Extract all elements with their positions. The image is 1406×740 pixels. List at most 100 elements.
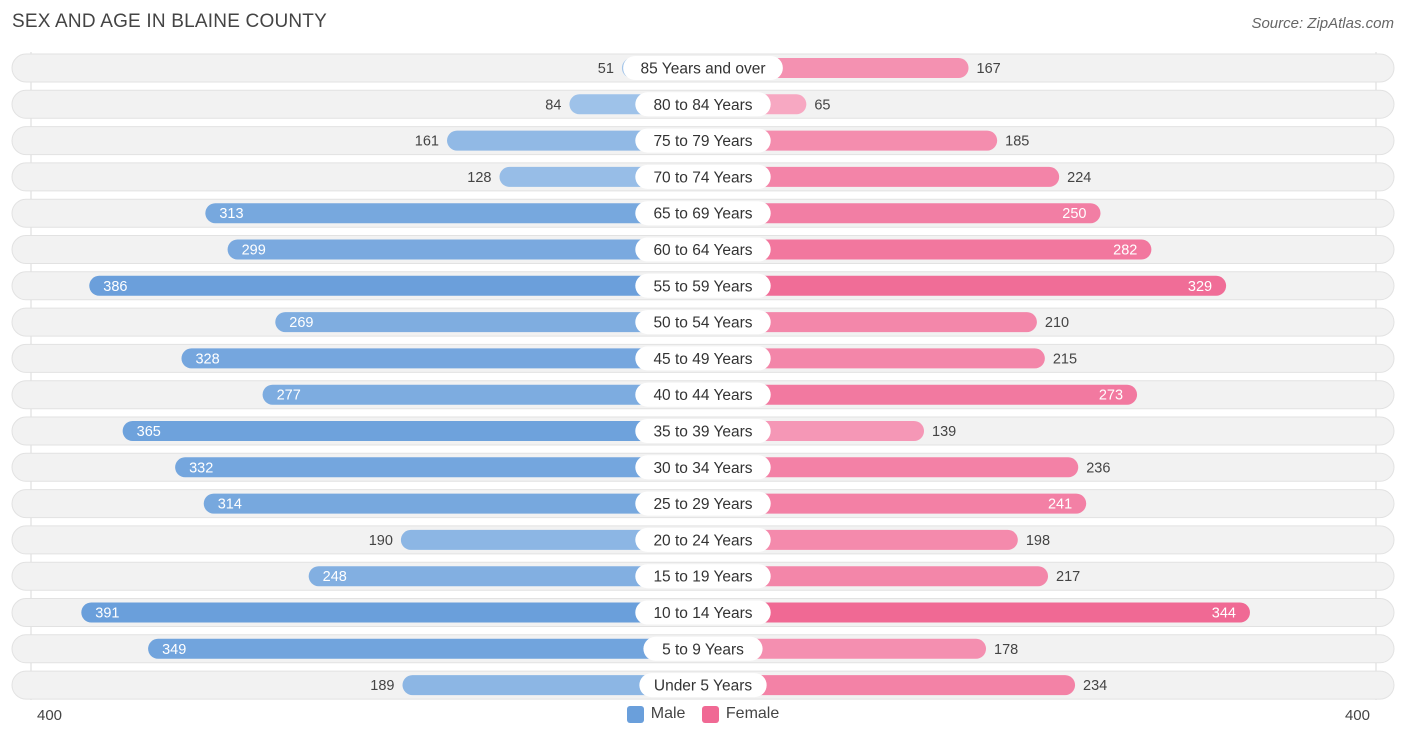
category-pill xyxy=(635,237,771,262)
population-pyramid-chart: 51 167 85 Years and over 84 65 80 to 84 Years… xyxy=(11,52,1395,700)
bar-female xyxy=(703,457,1079,478)
value-label-male: 314 xyxy=(218,497,242,513)
category-label: 20 to 24 Years xyxy=(653,532,752,549)
category-label: 5 to 9 Years xyxy=(662,641,744,658)
category-label: 80 to 84 Years xyxy=(653,97,752,114)
bar-male xyxy=(89,275,703,296)
value-label-male: 248 xyxy=(323,569,347,585)
value-label-male: 328 xyxy=(195,351,219,367)
axis-right-label: 400 xyxy=(1344,707,1370,724)
male-swatch-icon xyxy=(626,705,644,723)
value-label-female: 329 xyxy=(1188,279,1212,295)
bar-female xyxy=(703,348,1045,369)
category-pill xyxy=(635,419,771,443)
value-label-female: 185 xyxy=(1005,134,1029,150)
category-label: 25 to 29 Years xyxy=(653,496,752,513)
bar-male xyxy=(402,675,703,696)
category-label: 50 to 54 Years xyxy=(653,315,752,332)
bar-male xyxy=(181,348,704,369)
value-label-male: 332 xyxy=(189,460,213,476)
value-label-male: 365 xyxy=(137,424,161,440)
bar-male xyxy=(308,566,703,587)
category-pill xyxy=(635,564,771,589)
category-pill xyxy=(635,273,771,298)
category-pill xyxy=(635,491,771,516)
category-pill xyxy=(635,128,771,153)
value-label-male: 277 xyxy=(277,388,301,404)
bar-female xyxy=(703,239,1152,260)
category-pill xyxy=(635,92,771,117)
value-label-male: 269 xyxy=(289,315,313,331)
category-pill xyxy=(635,346,771,371)
category-pill xyxy=(635,164,771,189)
value-label-male: 349 xyxy=(162,642,186,658)
bar-female xyxy=(703,638,987,659)
category-pill xyxy=(639,673,767,698)
category-label: 75 to 79 Years xyxy=(653,133,752,150)
bar-female xyxy=(703,130,998,151)
bar-female xyxy=(703,312,1037,333)
source-label: Source: ZipAtlas.com xyxy=(1251,15,1394,32)
axis-left-label: 400 xyxy=(37,707,63,724)
legend-item-female[interactable]: Female xyxy=(701,705,780,723)
bar-male xyxy=(175,457,703,478)
category-label: Under 5 Years xyxy=(654,678,752,695)
value-label-female: 282 xyxy=(1113,243,1137,259)
value-label-male: 386 xyxy=(103,279,127,295)
value-label-male: 51 xyxy=(598,61,614,77)
category-label: 40 to 44 Years xyxy=(653,387,752,404)
value-label-female: 139 xyxy=(932,424,956,440)
legend-item-male[interactable]: Male xyxy=(626,705,686,723)
value-label-female: 210 xyxy=(1045,315,1069,331)
bar-male xyxy=(205,203,703,224)
value-label-female: 344 xyxy=(1212,606,1236,622)
category-pill xyxy=(635,600,771,625)
bar-female xyxy=(703,566,1049,587)
bar-male xyxy=(122,421,703,441)
bar-male xyxy=(400,529,703,550)
bar-male xyxy=(275,312,703,333)
category-label: 15 to 19 Years xyxy=(653,569,752,586)
value-label-female: 198 xyxy=(1026,533,1050,549)
value-label-male: 190 xyxy=(369,533,393,549)
legend-female-label: Female xyxy=(725,705,780,722)
value-label-male: 161 xyxy=(415,134,439,150)
bar-female xyxy=(703,529,1018,550)
category-label: 60 to 64 Years xyxy=(653,242,752,259)
bar-female xyxy=(703,203,1101,224)
bar-male xyxy=(227,239,703,260)
category-pill xyxy=(635,201,771,226)
value-label-male: 299 xyxy=(242,243,266,259)
bar-male xyxy=(262,384,703,405)
bar-male xyxy=(81,602,703,623)
legend-male-label: Male xyxy=(650,705,686,722)
value-label-male: 189 xyxy=(370,678,394,694)
chart-title: SEX AND AGE IN BLAINE COUNTY xyxy=(12,11,327,32)
category-pill xyxy=(643,636,763,661)
value-label-male: 313 xyxy=(219,206,243,222)
bar-female xyxy=(703,675,1076,696)
category-label: 30 to 34 Years xyxy=(653,460,752,477)
value-label-male: 128 xyxy=(467,170,491,186)
value-label-female: 273 xyxy=(1099,388,1123,404)
value-label-female: 217 xyxy=(1056,569,1080,585)
category-pill xyxy=(623,56,783,80)
female-swatch-icon xyxy=(701,705,719,723)
value-label-female: 65 xyxy=(814,97,830,113)
value-label-female: 236 xyxy=(1086,460,1110,476)
value-label-female: 234 xyxy=(1083,678,1107,694)
category-label: 45 to 49 Years xyxy=(653,351,752,368)
value-label-male: 391 xyxy=(95,606,119,622)
bar-female xyxy=(703,602,1250,623)
value-label-female: 215 xyxy=(1053,351,1077,367)
value-label-female: 250 xyxy=(1062,206,1086,222)
category-label: 35 to 39 Years xyxy=(653,424,752,441)
value-label-male: 84 xyxy=(545,97,561,113)
value-label-female: 224 xyxy=(1067,170,1091,186)
category-label: 55 to 59 Years xyxy=(653,278,752,295)
value-label-female: 178 xyxy=(994,642,1018,658)
bar-female xyxy=(703,493,1087,514)
category-label: 70 to 74 Years xyxy=(653,169,752,186)
category-pill xyxy=(635,382,771,407)
category-pill xyxy=(635,527,771,552)
